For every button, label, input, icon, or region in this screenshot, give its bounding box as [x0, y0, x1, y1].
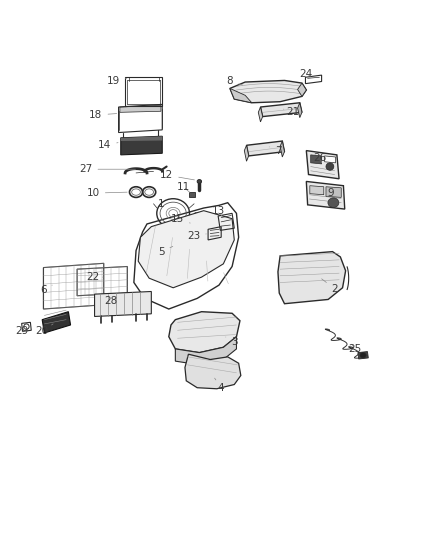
Polygon shape	[42, 312, 71, 333]
Polygon shape	[311, 155, 321, 164]
Polygon shape	[121, 136, 162, 141]
Polygon shape	[185, 354, 241, 389]
Polygon shape	[358, 352, 368, 359]
Text: 2: 2	[321, 279, 338, 294]
Text: 29: 29	[15, 326, 28, 336]
Polygon shape	[297, 103, 302, 118]
Text: 9: 9	[327, 188, 334, 198]
Polygon shape	[95, 292, 151, 317]
Polygon shape	[258, 107, 263, 122]
Text: 23: 23	[187, 231, 206, 241]
Text: 24: 24	[300, 69, 313, 79]
Polygon shape	[280, 141, 285, 157]
Text: 3: 3	[226, 337, 237, 347]
Text: 15: 15	[171, 214, 190, 224]
Polygon shape	[230, 80, 306, 103]
Text: 7: 7	[269, 146, 281, 156]
Polygon shape	[310, 185, 324, 195]
Polygon shape	[325, 156, 336, 163]
Polygon shape	[244, 146, 249, 161]
Polygon shape	[189, 192, 194, 197]
Text: 5: 5	[158, 246, 173, 256]
Polygon shape	[247, 141, 285, 156]
Text: 6: 6	[40, 285, 52, 295]
Text: 27: 27	[79, 164, 135, 174]
Polygon shape	[278, 252, 346, 304]
Polygon shape	[297, 83, 306, 96]
Polygon shape	[175, 337, 237, 365]
Polygon shape	[169, 312, 240, 353]
Text: 1: 1	[158, 199, 165, 209]
Text: 19: 19	[107, 77, 127, 86]
Text: 26: 26	[314, 152, 327, 163]
Ellipse shape	[328, 198, 339, 207]
Polygon shape	[120, 106, 161, 112]
Polygon shape	[138, 211, 234, 288]
Ellipse shape	[360, 353, 366, 358]
Polygon shape	[306, 151, 339, 179]
Text: 14: 14	[98, 140, 118, 150]
Text: 21: 21	[284, 107, 300, 117]
Polygon shape	[230, 88, 252, 103]
Text: 28: 28	[104, 296, 117, 306]
Text: 12: 12	[160, 170, 194, 180]
Ellipse shape	[326, 163, 334, 170]
Text: 20: 20	[35, 324, 53, 336]
Polygon shape	[261, 103, 302, 117]
Polygon shape	[306, 181, 345, 209]
Text: 18: 18	[89, 110, 117, 120]
Ellipse shape	[197, 180, 201, 183]
Text: 25: 25	[349, 344, 362, 354]
Text: 22: 22	[87, 272, 103, 282]
Text: 11: 11	[177, 182, 190, 192]
Text: 13: 13	[212, 206, 225, 216]
Polygon shape	[121, 136, 162, 155]
Text: 10: 10	[87, 188, 127, 198]
Polygon shape	[326, 187, 341, 197]
Text: 4: 4	[215, 378, 225, 393]
Text: 8: 8	[226, 77, 243, 86]
